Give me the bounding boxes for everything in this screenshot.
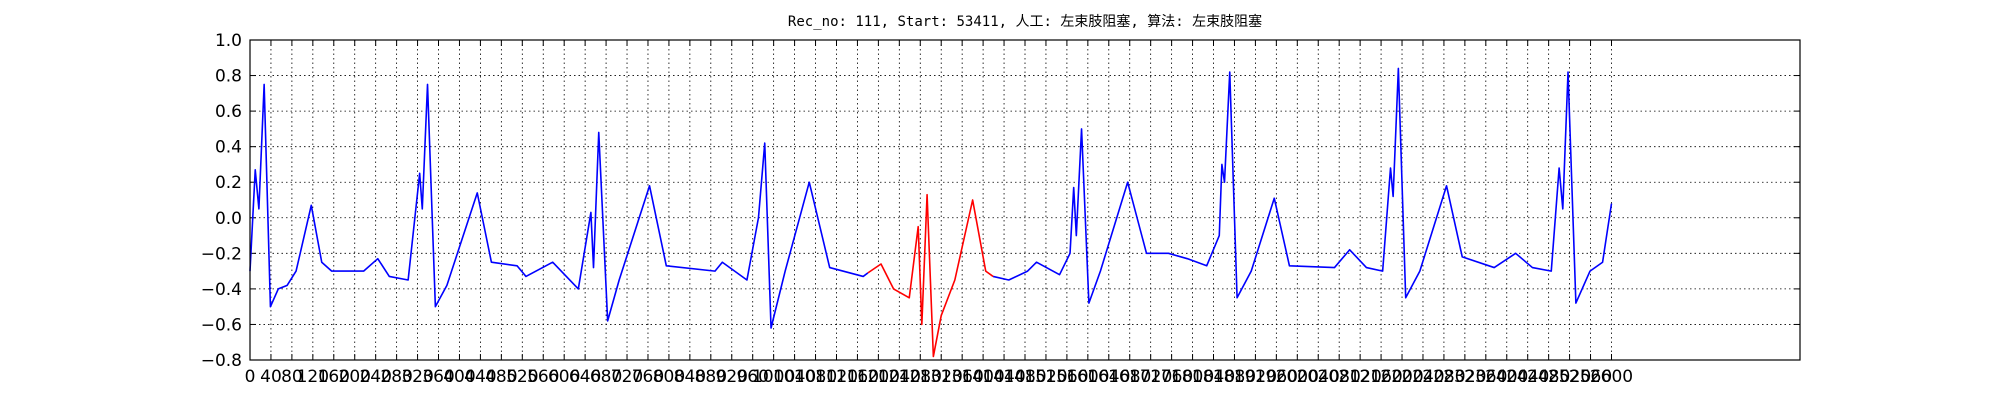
- x-tick-label: 40: [260, 367, 282, 387]
- y-tick-label: 0.0: [215, 209, 242, 229]
- plot-frame: [249, 39, 1801, 361]
- x-tick-label: 1000: [752, 367, 795, 387]
- x-tick-label: 2480: [1527, 367, 1570, 387]
- x-tick-label: 0: [245, 367, 256, 387]
- x-tick-label: 1520: [1024, 367, 1067, 387]
- x-tick-label: 1560: [1045, 367, 1088, 387]
- x-tick-label: 1840: [1192, 367, 1235, 387]
- x-tick-label: 2120: [1339, 367, 1382, 387]
- signal-line: [867, 193, 994, 358]
- x-tick-label: 2000: [1276, 367, 1319, 387]
- x-tick-label: 640: [569, 367, 601, 387]
- y-tick-label: −0.2: [201, 244, 242, 264]
- x-tick-label: 760: [632, 367, 664, 387]
- y-tick-label: 0.2: [215, 173, 242, 193]
- x-tick-label: 480: [485, 367, 517, 387]
- x-tick-label: 1040: [773, 367, 816, 387]
- x-tick-label: 1120: [815, 367, 858, 387]
- x-tick-label: 2160: [1359, 367, 1402, 387]
- signal-line: [249, 67, 1613, 329]
- x-tick-label: 440: [464, 367, 496, 387]
- x-tick-label: 1200: [857, 367, 900, 387]
- y-tick-label: −0.6: [201, 315, 242, 335]
- x-tick-label: 1080: [794, 367, 837, 387]
- x-tick-label: 2600: [1590, 367, 1633, 387]
- x-tick-label: 1800: [1171, 367, 1214, 387]
- y-tick-label: 0.4: [215, 138, 242, 158]
- y-tick-label: −0.8: [201, 351, 242, 371]
- x-tick-label: 1680: [1108, 367, 1151, 387]
- x-tick-label: 2200: [1380, 367, 1423, 387]
- x-tick-label: 2240: [1401, 367, 1444, 387]
- x-tick-label: 1960: [1255, 367, 1298, 387]
- x-tick-label: 1920: [1234, 367, 1277, 387]
- x-tick-label: 1440: [982, 367, 1025, 387]
- x-tick-label: 1760: [1150, 367, 1193, 387]
- x-tick-label: 280: [380, 367, 412, 387]
- x-tick-label: 2320: [1443, 367, 1486, 387]
- x-tick-label: 2280: [1422, 367, 1465, 387]
- x-tick-label: 1160: [836, 367, 879, 387]
- x-tick-label: 1360: [941, 367, 984, 387]
- x-tick-label: 1320: [920, 367, 963, 387]
- x-tick-label: 2400: [1485, 367, 1528, 387]
- x-tick-label: 840: [674, 367, 706, 387]
- x-tick-label: 880: [695, 367, 727, 387]
- x-tick-label: 960: [736, 367, 768, 387]
- x-tick-label: 240: [359, 367, 391, 387]
- x-tick-label: 320: [401, 367, 433, 387]
- x-tick-label: 2440: [1506, 367, 1549, 387]
- x-tick-label: 2360: [1464, 367, 1507, 387]
- x-tick-label: 1640: [1087, 367, 1130, 387]
- x-tick-label: 1600: [1066, 367, 1109, 387]
- x-tick-label: 1400: [961, 367, 1004, 387]
- x-tick-label: 80: [281, 367, 303, 387]
- y-tick-label: 0.8: [215, 67, 242, 87]
- x-tick-label: 400: [443, 367, 475, 387]
- x-tick-label: 920: [716, 367, 748, 387]
- x-tick-label: 720: [611, 367, 643, 387]
- x-tick-label: 2080: [1318, 367, 1361, 387]
- x-tick-label: 600: [548, 367, 580, 387]
- y-tick-label: −0.4: [201, 280, 242, 300]
- x-tick-label: 800: [653, 367, 685, 387]
- x-tick-label: 1280: [899, 367, 942, 387]
- chart-title: Rec_no: 111, Start: 53411, 人工: 左束肢阻塞, 算法…: [788, 13, 1262, 30]
- x-tick-label: 160: [318, 367, 350, 387]
- x-tick-label: 120: [297, 367, 329, 387]
- x-tick-label: 360: [422, 367, 454, 387]
- x-tick-label: 520: [506, 367, 538, 387]
- y-tick-label: 1.0: [215, 31, 242, 51]
- y-tick-label: 0.6: [215, 102, 242, 122]
- x-tick-label: 2040: [1297, 367, 1340, 387]
- x-tick-label: 2520: [1548, 367, 1591, 387]
- x-tick-label: 2560: [1569, 367, 1612, 387]
- x-tick-label: 1240: [878, 367, 921, 387]
- x-tick-label: 1720: [1129, 367, 1172, 387]
- x-tick-label: 560: [527, 367, 559, 387]
- x-tick-label: 680: [590, 367, 622, 387]
- x-tick-label: 1480: [1003, 367, 1046, 387]
- x-tick-label: 1880: [1213, 367, 1256, 387]
- x-tick-label: 200: [339, 367, 371, 387]
